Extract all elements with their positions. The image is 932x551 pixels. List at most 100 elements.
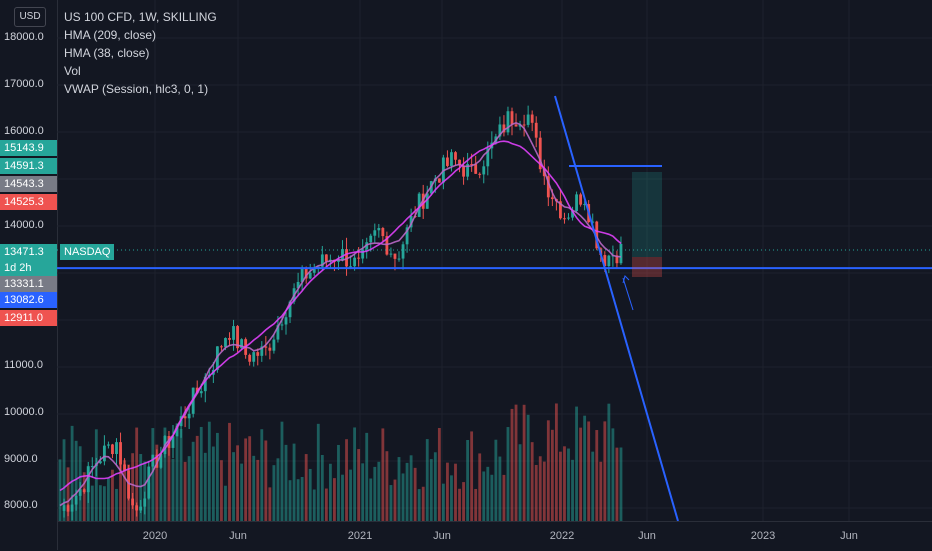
price-tick: 18000.0 xyxy=(4,31,44,43)
volume-bar xyxy=(135,427,139,521)
volume-bar xyxy=(478,453,482,521)
legend-indicator[interactable]: HMA (38, close) xyxy=(64,46,150,60)
volume-bar xyxy=(353,427,357,521)
volume-bar xyxy=(66,467,70,521)
volume-bar xyxy=(328,463,332,521)
candle-body xyxy=(183,416,187,419)
arrow-head xyxy=(622,275,630,284)
volume-bar xyxy=(498,456,502,521)
volume-bar xyxy=(292,443,296,521)
volume-bar xyxy=(526,414,530,521)
volume-bar xyxy=(462,482,465,521)
candle-body xyxy=(171,436,175,448)
candle-body xyxy=(538,137,542,170)
candle-body xyxy=(437,178,441,183)
volume-bar xyxy=(139,454,143,521)
price-label: 14525.3 xyxy=(0,194,57,210)
volume-bar xyxy=(224,485,227,521)
chart-canvas[interactable] xyxy=(57,0,932,521)
volume-bar xyxy=(417,489,421,521)
volume-bar xyxy=(337,444,340,521)
candle-body xyxy=(107,444,110,446)
candle-body xyxy=(591,221,595,223)
volume-bar xyxy=(385,451,389,521)
volume-bar xyxy=(466,440,470,521)
volume-bar xyxy=(550,429,554,521)
volume-bar xyxy=(538,456,542,521)
volume-bar xyxy=(240,463,244,521)
volume-bar xyxy=(90,485,94,521)
candle-body xyxy=(139,506,143,511)
candle-body xyxy=(187,413,191,419)
candle-body xyxy=(474,164,478,174)
volume-bar xyxy=(171,458,175,521)
candle-body xyxy=(550,197,554,200)
time-axis[interactable]: 2020 Jun 2021 Jun 2022 Jun 2023 Jun xyxy=(57,521,932,551)
volume-bar xyxy=(236,445,239,521)
price-label: 13331.1 xyxy=(0,276,57,292)
volume-bar xyxy=(345,439,348,521)
legend-indicator[interactable]: VWAP (Session, hlc3, 0, 1) xyxy=(64,82,209,96)
volume-bar xyxy=(518,444,522,521)
volume-bar xyxy=(595,430,599,521)
volume-bar xyxy=(119,448,122,521)
volume-bar xyxy=(534,464,538,521)
volume-bar xyxy=(280,421,284,521)
volume-bar xyxy=(429,459,433,521)
candle-body xyxy=(559,201,562,219)
volume-bar xyxy=(490,474,494,521)
price-tick: 8000.0 xyxy=(4,499,38,511)
price-label: 15143.9 xyxy=(0,140,57,156)
candle-body xyxy=(320,254,324,267)
volume-bar xyxy=(441,483,445,521)
volume-bar xyxy=(107,477,110,521)
candle-body xyxy=(82,489,86,493)
volume-bar xyxy=(413,467,417,521)
currency-button[interactable]: USD xyxy=(14,7,46,27)
time-tick: Jun xyxy=(229,530,247,542)
volume-bar xyxy=(74,440,78,521)
candle-body xyxy=(393,253,397,259)
price-tick: 10000.0 xyxy=(4,406,44,418)
volume-bar xyxy=(183,461,187,521)
candle-body xyxy=(284,317,288,325)
volume-bar xyxy=(159,456,163,521)
candle-body xyxy=(66,505,70,512)
volume-bar xyxy=(510,408,514,521)
volume-bar xyxy=(381,428,385,521)
candle-body xyxy=(228,338,231,340)
candle-body xyxy=(147,466,151,499)
legend-title[interactable]: US 100 CFD, 1W, SKILLING xyxy=(64,10,217,24)
candle-body xyxy=(74,495,78,505)
candle-body xyxy=(373,230,377,236)
time-tick: Jun xyxy=(840,530,858,542)
volume-bar xyxy=(365,432,369,521)
volume-bar xyxy=(397,457,401,521)
candle-body xyxy=(486,148,490,167)
candle-body xyxy=(518,124,522,127)
candle-body xyxy=(308,272,312,279)
volume-bar xyxy=(199,426,203,521)
candle-body xyxy=(62,505,66,511)
candle-body xyxy=(397,258,401,260)
candle-body xyxy=(119,442,122,465)
candle-body xyxy=(115,442,118,455)
candle-body xyxy=(458,159,461,166)
volume-bar xyxy=(405,462,409,521)
candle-body xyxy=(603,255,607,267)
candle-body xyxy=(86,466,90,493)
price-label: 1d 2h xyxy=(0,260,57,276)
candle-body xyxy=(151,454,155,467)
volume-bar xyxy=(619,447,623,521)
candle-body xyxy=(462,165,465,177)
price-label: 12911.0 xyxy=(0,310,57,326)
volume-bar xyxy=(433,452,437,521)
volume-bar xyxy=(591,451,595,521)
volume-bar xyxy=(131,453,135,521)
candle-body xyxy=(522,124,526,126)
legend-indicator[interactable]: HMA (209, close) xyxy=(64,28,157,42)
candle-body xyxy=(131,498,135,506)
legend-indicator[interactable]: Vol xyxy=(64,64,81,78)
stop-zone xyxy=(632,257,662,277)
volume-bar xyxy=(421,486,425,521)
